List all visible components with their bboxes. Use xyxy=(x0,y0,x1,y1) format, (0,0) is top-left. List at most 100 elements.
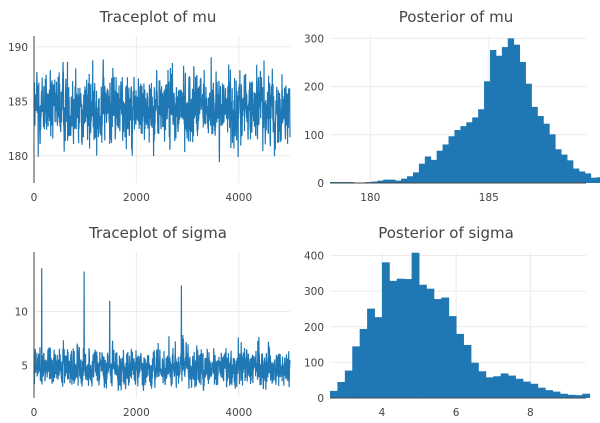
posterior-mu-bar xyxy=(537,116,544,183)
posterior-sigma-bar xyxy=(515,378,524,398)
posterior-mu-bar xyxy=(418,163,426,183)
posterior-sigma-bar xyxy=(411,252,420,398)
traceplot-sigma-xtick-label: 2000 xyxy=(123,407,150,419)
posterior-sigma-bar xyxy=(344,370,353,398)
traceplot-mu-xtick-label: 2000 xyxy=(123,192,150,204)
posterior-sigma-bar xyxy=(500,373,509,398)
posterior-sigma-bar xyxy=(574,395,583,398)
posterior-mu-ytick-label: 200 xyxy=(304,82,324,94)
posterior-sigma-bar xyxy=(530,383,539,398)
posterior-sigma-bar xyxy=(389,280,398,398)
posterior-mu-ytick-label: 300 xyxy=(304,33,324,45)
posterior-sigma-bar xyxy=(352,346,361,398)
posterior-mu-bar xyxy=(371,181,378,183)
posterior-sigma-bar xyxy=(470,362,479,398)
posterior-sigma-ytick-label: 0 xyxy=(317,393,324,405)
posterior-sigma-bar xyxy=(485,377,494,398)
posterior-sigma-bar xyxy=(381,262,390,398)
posterior-mu-bar xyxy=(442,144,449,183)
posterior-sigma-bar xyxy=(478,371,487,398)
posterior-mu-bar xyxy=(495,55,503,184)
posterior-sigma-bar xyxy=(448,316,457,398)
traceplot-sigma-title: Traceplot of sigma xyxy=(88,224,227,242)
posterior-sigma-title: Posterior of sigma xyxy=(378,224,514,242)
posterior-mu-bar xyxy=(525,83,532,183)
posterior-sigma-bar xyxy=(337,381,346,398)
posterior-mu-xtick-label: 180 xyxy=(360,192,380,204)
posterior-sigma-ytick-label: 300 xyxy=(304,286,324,298)
posterior-mu-bar xyxy=(507,38,515,183)
posterior-mu-panel: Posterior of mu 0 100 200 300 180 185 xyxy=(304,8,600,204)
posterior-mu-bar xyxy=(501,47,509,183)
posterior-mu-bar xyxy=(478,109,485,183)
posterior-mu-bar xyxy=(407,176,414,183)
posterior-mu-bar xyxy=(531,106,538,183)
traceplot-mu-ytick-label: 190 xyxy=(8,42,28,54)
traceplot-sigma-trace-line xyxy=(33,268,291,391)
posterior-mu-bar xyxy=(490,49,497,183)
posterior-sigma-bar xyxy=(582,393,591,398)
posterior-mu-bar xyxy=(383,179,390,183)
posterior-mu-bar xyxy=(377,180,384,183)
traceplot-sigma-ytick-label: 5 xyxy=(21,361,28,373)
posterior-sigma-bar xyxy=(463,344,472,398)
posterior-mu-ytick-label: 100 xyxy=(304,130,324,142)
posterior-sigma-xtick-label: 8 xyxy=(527,407,534,419)
posterior-mu-bar xyxy=(596,177,600,183)
posterior-sigma-bar xyxy=(508,375,516,398)
posterior-sigma-bar xyxy=(456,333,464,398)
posterior-mu-bar xyxy=(454,129,461,183)
posterior-sigma-bar xyxy=(426,288,435,398)
posterior-sigma-bar xyxy=(404,279,413,398)
posterior-mu-bar xyxy=(424,156,432,183)
posterior-mu-bar xyxy=(466,122,473,183)
posterior-mu-bar xyxy=(389,179,396,183)
posterior-sigma-bar xyxy=(359,328,368,398)
posterior-mu-bar xyxy=(395,180,402,183)
posterior-sigma-bar xyxy=(396,278,405,398)
posterior-sigma-bar xyxy=(545,390,554,398)
posterior-mu-bar xyxy=(401,178,408,183)
traceplot-mu-xtick-label: 4000 xyxy=(225,192,252,204)
posterior-sigma-bar xyxy=(560,393,568,398)
traceplot-sigma-ytick-label: 10 xyxy=(15,306,28,318)
posterior-sigma-ytick-label: 200 xyxy=(304,322,324,334)
posterior-mu-bar xyxy=(430,159,438,183)
traceplot-mu-ytick-label: 185 xyxy=(8,96,28,108)
posterior-mu-bar xyxy=(543,123,550,183)
posterior-mu-bar xyxy=(572,168,580,183)
posterior-sigma-ytick-label: 100 xyxy=(304,357,324,369)
posterior-sigma-xtick-label: 6 xyxy=(453,407,460,419)
traceplot-sigma-panel: Traceplot of sigma 5 10 0 2000 4000 xyxy=(15,224,291,419)
posterior-sigma-panel: Posterior of sigma 0 100 200 300 400 4 6 8 xyxy=(304,224,591,419)
posterior-mu-bar xyxy=(460,126,467,183)
posterior-sigma-bar xyxy=(374,317,383,398)
traceplot-sigma-xtick-label: 4000 xyxy=(225,407,252,419)
posterior-mu-bar xyxy=(549,134,556,183)
posterior-mu-bar xyxy=(484,81,491,183)
posterior-mu-bar xyxy=(578,171,586,183)
posterior-mu-bar xyxy=(436,150,443,183)
posterior-mu-bar xyxy=(519,62,526,183)
posterior-mu-bar xyxy=(412,172,420,183)
traceplot-mu-trace-line xyxy=(33,57,291,163)
traceplot-mu-panel: Traceplot of mu 180 185 190 0 2000 4000 xyxy=(8,8,291,204)
posterior-mu-bar xyxy=(561,154,568,183)
posterior-sigma-bar xyxy=(441,297,450,398)
posterior-mu-bar xyxy=(448,136,455,183)
posterior-mu-bar xyxy=(555,149,562,183)
posterior-mu-bar xyxy=(513,44,521,183)
traceplot-sigma-xtick-label: 0 xyxy=(31,407,38,419)
posterior-mu-bar xyxy=(590,177,598,183)
posterior-sigma-bar xyxy=(367,308,375,398)
traceplot-mu-xtick-label: 0 xyxy=(31,192,38,204)
posterior-sigma-bar xyxy=(419,284,427,398)
posterior-sigma-xtick-label: 4 xyxy=(379,407,386,419)
posterior-sigma-bar xyxy=(330,390,338,398)
posterior-sigma-bar xyxy=(493,376,502,398)
posterior-mu-bar xyxy=(567,160,574,183)
posterior-mu-xtick-label: 185 xyxy=(479,192,499,204)
posterior-sigma-bar xyxy=(537,387,546,398)
posterior-sigma-bar xyxy=(522,381,531,398)
